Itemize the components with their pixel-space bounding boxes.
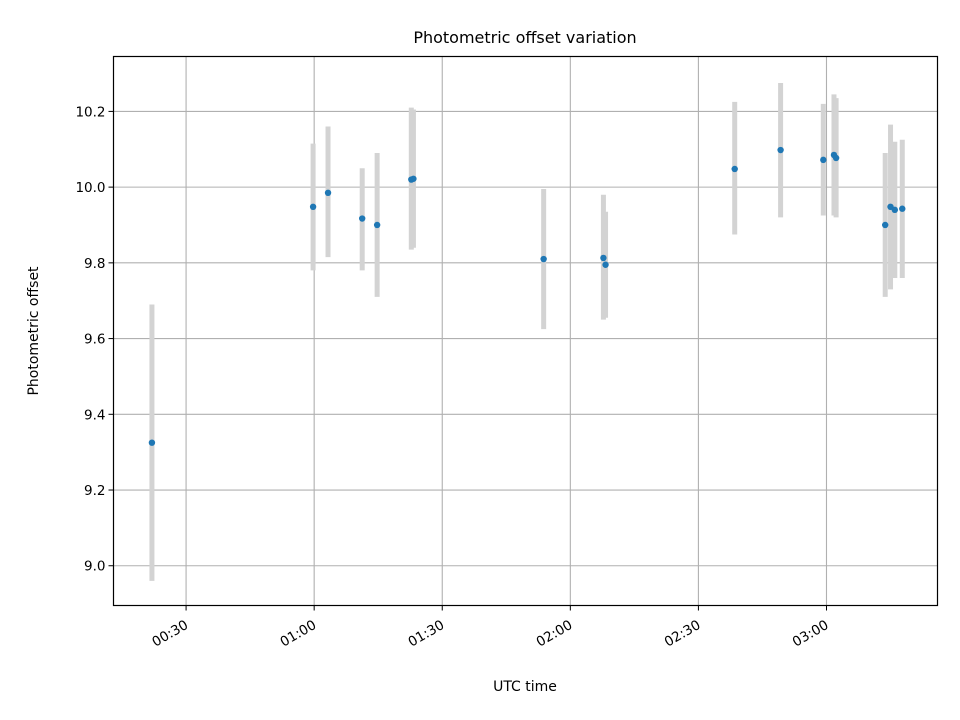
data-point bbox=[891, 206, 899, 214]
data-point bbox=[540, 255, 547, 263]
data-point bbox=[148, 439, 156, 446]
x-tick-label: 01:00 bbox=[277, 617, 319, 650]
grid bbox=[113, 56, 938, 606]
x-axis: 00:30 01:00 01:30 02:00 02:30 03:00 bbox=[149, 605, 832, 650]
x-axis-label: UTC time bbox=[493, 679, 557, 695]
y-tick-label: 9.2 bbox=[84, 483, 105, 499]
x-tick-label: 03:00 bbox=[790, 617, 832, 650]
error-bars bbox=[149, 83, 905, 581]
x-tick-label: 00:30 bbox=[149, 617, 191, 650]
data-point bbox=[832, 154, 840, 162]
data-point bbox=[600, 254, 607, 262]
plot-frame bbox=[112, 55, 939, 607]
data-point bbox=[373, 221, 381, 229]
y-tick-label: 9.4 bbox=[84, 407, 105, 423]
data-point bbox=[410, 175, 417, 182]
y-axis: 9.0 9.2 9.4 9.6 9.8 10.0 10.2 bbox=[75, 104, 114, 575]
data-point bbox=[820, 156, 827, 164]
data-points bbox=[148, 146, 906, 446]
data-point bbox=[309, 203, 317, 211]
data-point bbox=[777, 146, 784, 154]
y-tick-label: 10.0 bbox=[75, 180, 105, 196]
x-tick-label: 02:30 bbox=[662, 617, 704, 650]
chart-title: Photometric offset variation bbox=[413, 28, 636, 47]
data-point bbox=[881, 221, 889, 229]
data-point bbox=[324, 189, 332, 197]
x-tick-label: 02:00 bbox=[534, 617, 576, 650]
data-point bbox=[358, 215, 366, 222]
y-tick-label: 10.2 bbox=[75, 104, 105, 120]
data-point bbox=[602, 261, 609, 268]
data-point bbox=[731, 165, 738, 173]
y-tick-label: 9.8 bbox=[84, 256, 105, 272]
y-tick-label: 9.6 bbox=[84, 332, 105, 348]
y-axis-label: Photometric offset bbox=[26, 266, 42, 396]
data-point bbox=[899, 205, 906, 212]
y-tick-label: 9.0 bbox=[84, 559, 105, 575]
x-tick-label: 01:30 bbox=[406, 617, 448, 650]
